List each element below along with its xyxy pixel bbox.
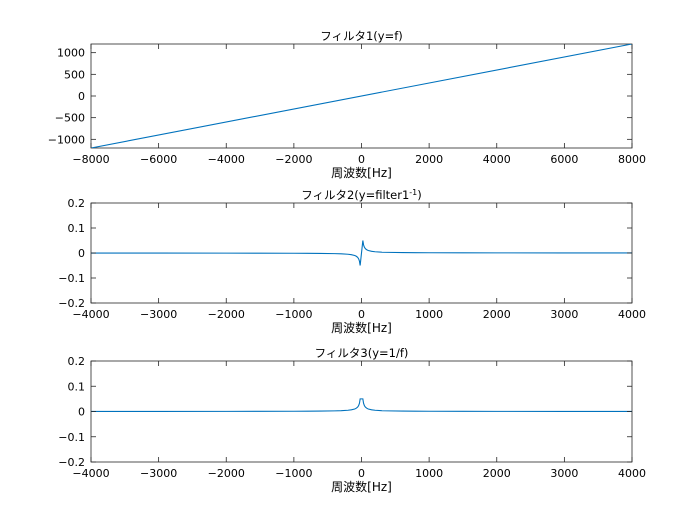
x-tick-label: 1000 bbox=[415, 467, 443, 480]
y-tick-label: −1000 bbox=[48, 133, 85, 146]
y-tick-label: −0.1 bbox=[58, 431, 85, 444]
x-tick-label: 2000 bbox=[483, 467, 511, 480]
x-tick-label: −6000 bbox=[140, 153, 177, 166]
subplot-3: −4000 −3000 −2000 −1000 0 1000 2000 3000 4000 0.2… bbox=[58, 346, 646, 494]
x-tick-label: 6000 bbox=[550, 153, 578, 166]
x-axis-label: 周波数[Hz] bbox=[331, 479, 392, 494]
x-tick-label: 4000 bbox=[483, 153, 511, 166]
x-tick-label: 2000 bbox=[483, 308, 511, 321]
x-tick-label: −1000 bbox=[275, 308, 312, 321]
x-tick-label: −1000 bbox=[275, 467, 312, 480]
y-tick-label: 0.2 bbox=[68, 355, 86, 368]
x-tick-label: 0 bbox=[358, 153, 365, 166]
subplot-1: −8000 −6000 −4000 −2000 0 2000 4000 6000 8000 100… bbox=[48, 29, 646, 180]
x-tick-label: −8000 bbox=[72, 153, 109, 166]
subplot-title: フィルタ3(y=1/f) bbox=[315, 346, 409, 360]
x-tick-label: 4000 bbox=[618, 308, 646, 321]
y-tick-label: −500 bbox=[55, 112, 85, 125]
y-tick-label: 1000 bbox=[57, 47, 85, 60]
series-line-1 bbox=[91, 398, 632, 412]
y-tick-label: −0.1 bbox=[58, 272, 85, 285]
x-tick-label: −3000 bbox=[140, 308, 177, 321]
x-axis-label: 周波数[Hz] bbox=[331, 165, 392, 180]
x-tick-label: −4000 bbox=[208, 153, 245, 166]
x-tick-label: 2000 bbox=[415, 153, 443, 166]
subplot-title: フィルタ1(y=f) bbox=[320, 29, 403, 43]
y-tick-label: 0 bbox=[78, 90, 85, 103]
y-tick-label: 0 bbox=[78, 247, 85, 260]
y-tick-label: 0.1 bbox=[68, 380, 86, 393]
x-tick-label: −3000 bbox=[140, 467, 177, 480]
x-tick-label: 8000 bbox=[618, 153, 646, 166]
y-tick-label: −0.2 bbox=[58, 456, 85, 469]
series-line-1 bbox=[91, 44, 632, 148]
x-axis-label: 周波数[Hz] bbox=[331, 320, 392, 335]
subplot-title: フィルタ2(y=filter1-1) bbox=[301, 188, 422, 202]
x-tick-label: 4000 bbox=[618, 467, 646, 480]
x-tick-label: 0 bbox=[358, 467, 365, 480]
series-line-1 bbox=[91, 240, 632, 266]
y-tick-label: −0.2 bbox=[58, 297, 85, 310]
x-tick-label: 3000 bbox=[550, 467, 578, 480]
x-tick-label: −2000 bbox=[208, 467, 245, 480]
subplot-2: −4000 −3000 −2000 −1000 0 1000 2000 3000 4000 0.2… bbox=[58, 188, 646, 335]
x-tick-label: −4000 bbox=[72, 467, 109, 480]
y-tick-label: 0.1 bbox=[68, 222, 86, 235]
x-tick-label: 0 bbox=[358, 308, 365, 321]
y-tick-label: 0 bbox=[78, 406, 85, 419]
x-tick-label: 1000 bbox=[415, 308, 443, 321]
x-tick-label: −2000 bbox=[275, 153, 312, 166]
x-tick-label: 3000 bbox=[550, 308, 578, 321]
x-tick-label: −2000 bbox=[208, 308, 245, 321]
y-tick-label: 500 bbox=[64, 68, 85, 81]
y-tick-label: 0.2 bbox=[68, 197, 86, 210]
x-tick-label: −4000 bbox=[72, 308, 109, 321]
